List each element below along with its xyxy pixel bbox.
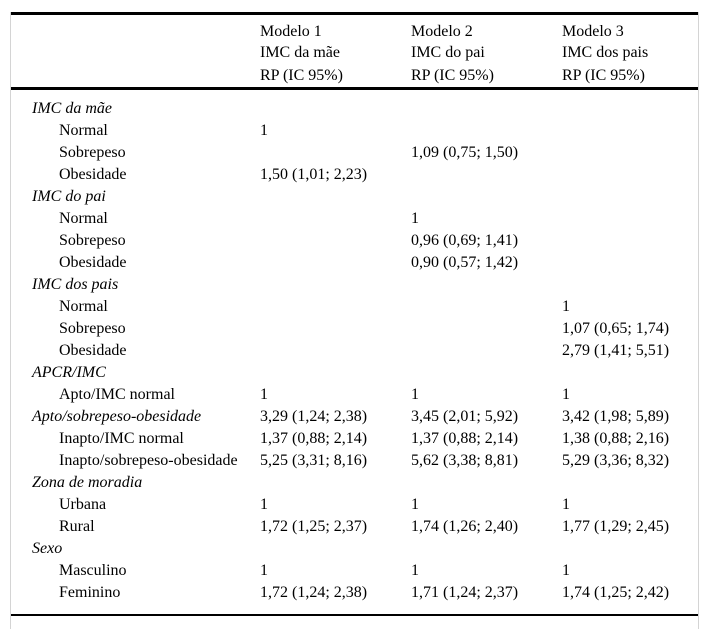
header-measure-3: RP (IC 95%) xyxy=(562,67,645,84)
table-row: Obesidade 2,79 (1,41; 5,51) xyxy=(11,340,698,362)
cell-modelo-3: 5,29 (3,36; 8,32) xyxy=(562,452,670,469)
cell-modelo-2: 1,37 (0,88; 2,14) xyxy=(411,430,519,447)
row-label: IMC da mãe xyxy=(32,100,112,117)
cell-modelo-1: 1 xyxy=(260,386,268,403)
cell-modelo-1: 1,50 (1,01; 2,23) xyxy=(260,166,368,183)
cell-modelo-2: 1,09 (0,75; 1,50) xyxy=(411,144,519,161)
row-label: Normal xyxy=(59,210,108,227)
cell-modelo-3: 1 xyxy=(562,386,570,403)
row-label: Apto/IMC normal xyxy=(59,386,175,403)
header-measure-1: RP (IC 95%) xyxy=(260,67,343,84)
cell-modelo-3: 1,07 (0,65; 1,74) xyxy=(562,320,670,337)
cell-modelo-3: 1 xyxy=(562,298,570,315)
table-row: Sobrepeso 0,96 (0,69; 1,41) xyxy=(11,230,698,252)
table-row: Normal 1 xyxy=(11,208,698,230)
row-label: Sobrepeso xyxy=(59,320,126,337)
table-header: Modelo 1 IMC da mãe RP (IC 95%) Modelo 2… xyxy=(11,15,698,87)
table-row: Normal 1 xyxy=(11,296,698,318)
table-row: Feminino 1,72 (1,24; 2,38) 1,71 (1,24; 2… xyxy=(11,582,698,604)
cell-modelo-2: 5,62 (3,38; 8,81) xyxy=(411,452,519,469)
cell-modelo-1: 1 xyxy=(260,122,268,139)
row-label: Obesidade xyxy=(59,254,127,271)
row-label: Zona de moradia xyxy=(32,474,143,491)
cell-modelo-3: 1,38 (0,88; 2,16) xyxy=(562,430,670,447)
header-col-modelo-2: Modelo 2 IMC do pai RP (IC 95%) xyxy=(411,21,562,86)
cell-modelo-1: 3,29 (1,24; 2,38) xyxy=(260,408,368,425)
row-label: Rural xyxy=(59,518,95,535)
table-row: Rural 1,72 (1,25; 2,37) 1,74 (1,26; 2,40… xyxy=(11,516,698,538)
table-frame: Modelo 1 IMC da mãe RP (IC 95%) Modelo 2… xyxy=(10,12,699,629)
cell-modelo-2: 1 xyxy=(411,386,419,403)
table-row: Obesidade 1,50 (1,01; 2,23) xyxy=(11,164,698,186)
table-row: Sobrepeso 1,07 (0,65; 1,74) xyxy=(11,318,698,340)
header-col-modelo-3: Modelo 3 IMC dos pais RP (IC 95%) xyxy=(562,21,698,86)
cell-modelo-1: 1,72 (1,25; 2,37) xyxy=(260,518,368,535)
table-bottom-rule xyxy=(11,614,698,616)
header-subtitle-1: IMC da mãe xyxy=(260,44,340,61)
table-header-rule xyxy=(11,87,698,90)
table-row: Urbana 1 1 1 xyxy=(11,494,698,516)
row-label: IMC do pai xyxy=(32,188,106,205)
row-label: Inapto/IMC normal xyxy=(59,430,184,447)
table-row: Apto/IMC normal 1 1 1 xyxy=(11,384,698,406)
row-label: Normal xyxy=(59,298,108,315)
table-row: Inapto/IMC normal 1,37 (0,88; 2,14) 1,37… xyxy=(11,428,698,450)
table-row: Sexo xyxy=(11,538,698,560)
cell-modelo-2: 1,74 (1,26; 2,40) xyxy=(411,518,519,535)
cell-modelo-3: 1 xyxy=(562,496,570,513)
row-label: Normal xyxy=(59,122,108,139)
row-label: APCR/IMC xyxy=(32,364,106,381)
cell-modelo-1: 1,37 (0,88; 2,14) xyxy=(260,430,368,447)
cell-modelo-3: 2,79 (1,41; 5,51) xyxy=(562,342,670,359)
table-row: APCR/IMC xyxy=(11,362,698,384)
cell-modelo-1: 1 xyxy=(260,562,268,579)
row-label: Inapto/sobrepeso-obesidade xyxy=(59,452,238,469)
cell-modelo-3: 1,77 (1,29; 2,45) xyxy=(562,518,670,535)
cell-modelo-3: 1 xyxy=(562,562,570,579)
cell-modelo-3: 3,42 (1,98; 5,89) xyxy=(562,408,670,425)
cell-modelo-2: 3,45 (2,01; 5,92) xyxy=(411,408,519,425)
table-top-rule xyxy=(11,12,698,15)
header-subtitle-2: IMC do pai xyxy=(411,44,485,61)
cell-modelo-1: 1 xyxy=(260,496,268,513)
row-label: IMC dos pais xyxy=(32,276,119,293)
row-label: Sobrepeso xyxy=(59,144,126,161)
header-col-modelo-1: Modelo 1 IMC da mãe RP (IC 95%) xyxy=(260,21,411,86)
row-label: Urbana xyxy=(59,496,107,513)
cell-modelo-2: 0,96 (0,69; 1,41) xyxy=(411,232,519,249)
header-model-3: Modelo 3 xyxy=(562,23,624,40)
table-row: IMC da mãe xyxy=(11,98,698,120)
cell-modelo-2: 1 xyxy=(411,210,419,227)
table-body: IMC da mãe Normal 1 Sobrepeso 1,09 (0,75… xyxy=(11,90,698,614)
header-model-1: Modelo 1 xyxy=(260,23,322,40)
row-label: Sexo xyxy=(32,540,63,557)
table-row: Masculino 1 1 1 xyxy=(11,560,698,582)
table-row: Apto/sobrepeso-obesidade 3,29 (1,24; 2,3… xyxy=(11,406,698,428)
row-label: Feminino xyxy=(59,584,121,601)
cell-modelo-2: 0,90 (0,57; 1,42) xyxy=(411,254,519,271)
row-label: Masculino xyxy=(59,562,127,579)
row-label: Obesidade xyxy=(59,342,127,359)
cell-modelo-2: 1 xyxy=(411,496,419,513)
table-row: IMC do pai xyxy=(11,186,698,208)
cell-modelo-1: 5,25 (3,31; 8,16) xyxy=(260,452,368,469)
table-row: Obesidade 0,90 (0,57; 1,42) xyxy=(11,252,698,274)
header-subtitle-3: IMC dos pais xyxy=(562,44,649,61)
table-row: Sobrepeso 1,09 (0,75; 1,50) xyxy=(11,142,698,164)
cell-modelo-3: 1,74 (1,25; 2,42) xyxy=(562,584,670,601)
table-row: Zona de moradia xyxy=(11,472,698,494)
cell-modelo-2: 1,71 (1,24; 2,37) xyxy=(411,584,519,601)
table-row: IMC dos pais xyxy=(11,274,698,296)
header-measure-2: RP (IC 95%) xyxy=(411,67,494,84)
header-model-2: Modelo 2 xyxy=(411,23,473,40)
row-label: Obesidade xyxy=(59,166,127,183)
row-label: Apto/sobrepeso-obesidade xyxy=(32,408,202,425)
table-row: Normal 1 xyxy=(11,120,698,142)
table-row: Inapto/sobrepeso-obesidade 5,25 (3,31; 8… xyxy=(11,450,698,472)
cell-modelo-2: 1 xyxy=(411,562,419,579)
row-label: Sobrepeso xyxy=(59,232,126,249)
cell-modelo-1: 1,72 (1,24; 2,38) xyxy=(260,584,368,601)
